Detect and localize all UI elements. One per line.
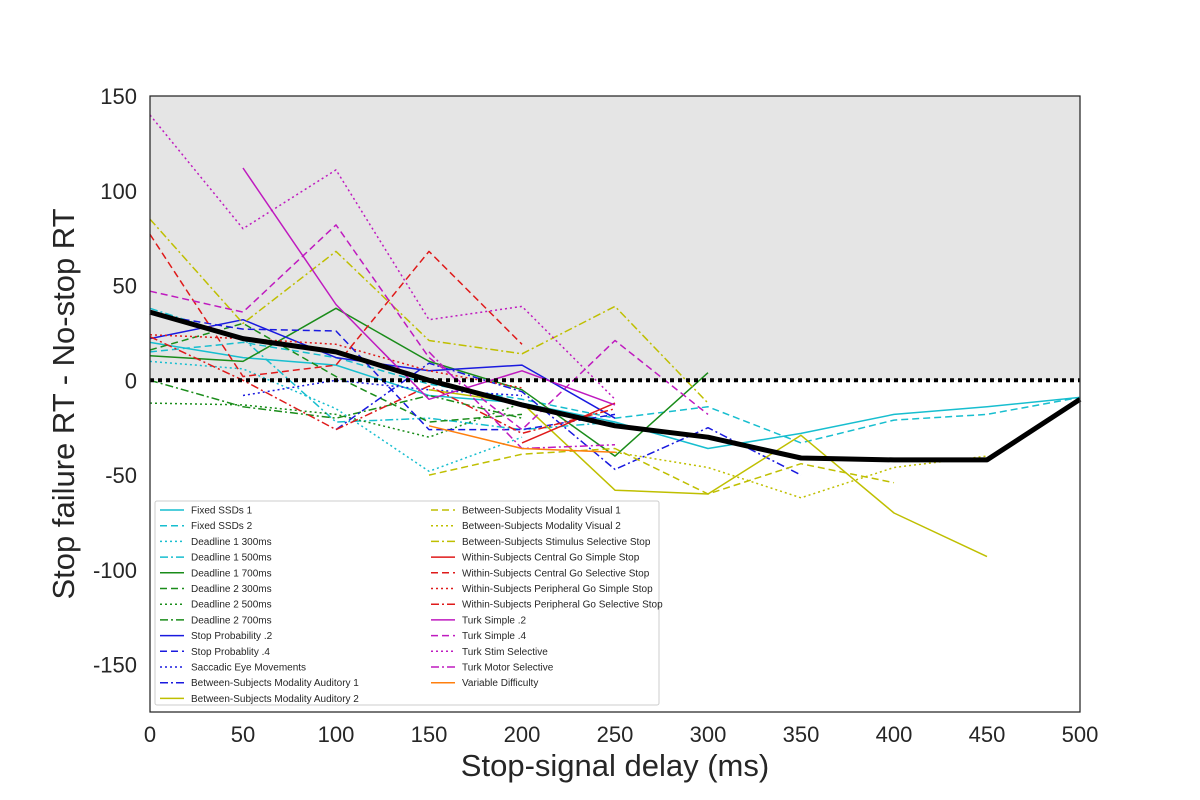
series-line-5 xyxy=(149,322,523,423)
x-tick-label: 200 xyxy=(504,722,541,747)
legend-entry: Stop Probability .2 xyxy=(191,631,273,642)
series-layer xyxy=(149,114,1082,558)
shaded-region xyxy=(150,96,1080,381)
legend: Fixed SSDs 1 Fixed SSDs 2 Deadline 1 300ms… xyxy=(154,500,663,706)
legend-entry: Within-Subjects Central Go Selective Sto… xyxy=(462,568,650,579)
x-tick-label: 450 xyxy=(969,722,1006,747)
series-line-7 xyxy=(149,379,523,419)
y-axis-label: Stop failure RT - No-stop RT xyxy=(46,208,81,599)
y-tick-label: 100 xyxy=(100,179,137,204)
legend-entry: Within-Subjects Peripheral Go Simple Sto… xyxy=(462,584,653,595)
legend-entry: Turk Simple .4 xyxy=(462,631,527,642)
series-line-21 xyxy=(149,224,709,431)
x-tick-label: 100 xyxy=(318,722,355,747)
plot-frame xyxy=(149,95,1081,713)
legend-entry: Between-Subjects Modality Visual 1 xyxy=(462,506,621,517)
y-tick-label: -150 xyxy=(93,653,137,678)
x-tick-label: 500 xyxy=(1062,722,1099,747)
series-line-16 xyxy=(521,402,616,444)
y-tick-label: -100 xyxy=(93,558,137,583)
series-line-18 xyxy=(149,334,523,389)
x-tick-label: 400 xyxy=(876,722,913,747)
legend-entry: Deadline 2 700ms xyxy=(191,615,272,626)
x-tick-label: 50 xyxy=(231,722,255,747)
legend-entry: Deadline 2 300ms xyxy=(191,584,272,595)
legend-entry: Between-Subjects Stimulus Selective Stop xyxy=(462,537,651,548)
series-line-19 xyxy=(149,336,616,435)
legend-box xyxy=(154,500,660,706)
x-tick-label: 0 xyxy=(144,722,156,747)
legend-entry: Within-Subjects Peripheral Go Selective … xyxy=(462,600,663,611)
y-tick-label: 150 xyxy=(100,84,137,109)
y-tick-label: -50 xyxy=(105,463,137,488)
series-line-4 xyxy=(149,307,709,457)
legend-entry: Variable Difficulty xyxy=(462,678,538,689)
legend-entry: Deadline 1 300ms xyxy=(191,537,272,548)
y-tick-label: 50 xyxy=(113,274,137,299)
legend-entry: Saccadic Eye Movements xyxy=(191,663,306,674)
axes: 0 50 100 150 200 250 300 350 400 450 500150100500-… xyxy=(93,84,1098,747)
series-line-11 xyxy=(335,362,802,476)
legend-entry: Turk Simple .2 xyxy=(462,615,527,626)
y-tick-label: 0 xyxy=(125,368,137,393)
x-tick-label: 250 xyxy=(597,722,634,747)
series-line-10 xyxy=(242,379,523,397)
x-tick-label: 150 xyxy=(411,722,448,747)
legend-entry: Deadline 1 500ms xyxy=(191,553,272,564)
legend-entry: Between-Subjects Modality Visual 2 xyxy=(462,521,621,532)
x-tick-label: 350 xyxy=(783,722,820,747)
legend-entry: Between-Subjects Modality Auditory 1 xyxy=(191,678,359,689)
legend-entry: Fixed SSDs 1 xyxy=(191,506,253,517)
x-tick-label: 300 xyxy=(690,722,727,747)
x-axis-label: Stop-signal delay (ms) xyxy=(461,748,769,783)
legend-entry: Fixed SSDs 2 xyxy=(191,521,253,532)
plot-area xyxy=(150,96,1080,381)
legend-entry: Within-Subjects Central Go Simple Stop xyxy=(462,553,640,564)
legend-entry: Deadline 1 700ms xyxy=(191,568,272,579)
legend-entry: Between-Subjects Modality Auditory 2 xyxy=(191,694,359,705)
mean-line xyxy=(149,309,1082,463)
series-line-24 xyxy=(428,425,616,454)
series-line-13 xyxy=(428,447,895,495)
legend-entry: Stop Probablity .4 xyxy=(191,647,270,658)
series-line-15 xyxy=(149,218,709,404)
series-line-22 xyxy=(149,114,616,400)
legend-entry: Deadline 2 500ms xyxy=(191,600,272,611)
series-line-14 xyxy=(614,451,988,499)
legend-entry: Turk Stim Selective xyxy=(462,647,548,658)
series-line-6 xyxy=(149,402,523,438)
legend-entry: Turk Motor Selective xyxy=(462,663,554,674)
